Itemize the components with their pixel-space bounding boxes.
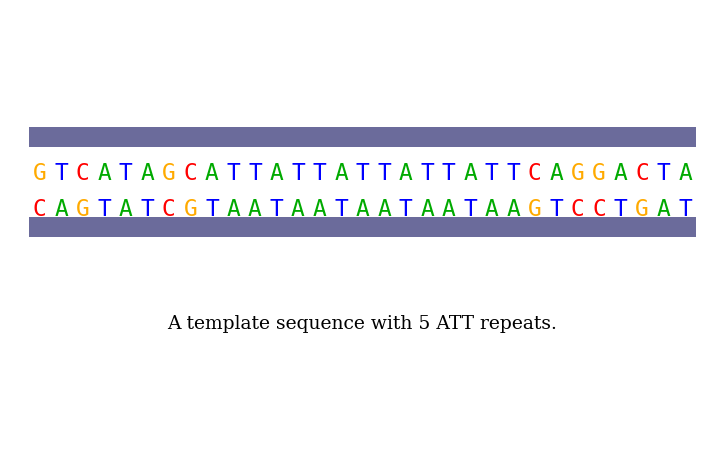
Text: G: G xyxy=(635,198,649,221)
Text: A: A xyxy=(420,198,434,221)
Text: G: G xyxy=(571,162,584,185)
Text: A: A xyxy=(550,162,563,185)
Text: G: G xyxy=(183,198,197,221)
Text: T: T xyxy=(205,198,219,221)
Text: T: T xyxy=(657,162,671,185)
Text: T: T xyxy=(399,198,413,221)
Text: C: C xyxy=(635,162,649,185)
Text: T: T xyxy=(97,198,111,221)
Text: T: T xyxy=(614,198,628,221)
Text: A: A xyxy=(356,198,369,221)
Text: A: A xyxy=(119,198,133,221)
Text: A: A xyxy=(97,162,111,185)
Text: T: T xyxy=(377,162,391,185)
Text: T: T xyxy=(119,162,133,185)
Text: G: G xyxy=(76,198,90,221)
Bar xyxy=(29,127,696,148)
Text: A: A xyxy=(485,198,499,221)
Text: A: A xyxy=(334,162,348,185)
Text: T: T xyxy=(334,198,348,221)
Text: A: A xyxy=(205,162,219,185)
Text: A: A xyxy=(141,162,154,185)
Text: T: T xyxy=(485,162,499,185)
Text: A template sequence with 5 ATT repeats.: A template sequence with 5 ATT repeats. xyxy=(167,315,558,333)
Text: T: T xyxy=(291,162,304,185)
Text: A: A xyxy=(463,162,477,185)
Text: A: A xyxy=(54,198,68,221)
Text: T: T xyxy=(679,198,692,221)
Text: T: T xyxy=(356,162,369,185)
Text: A: A xyxy=(226,198,240,221)
Text: A: A xyxy=(442,198,455,221)
Text: C: C xyxy=(162,198,175,221)
Text: C: C xyxy=(571,198,584,221)
Text: G: G xyxy=(528,198,542,221)
Text: T: T xyxy=(312,162,326,185)
Text: T: T xyxy=(550,198,563,221)
Text: A: A xyxy=(679,162,692,185)
Text: T: T xyxy=(463,198,477,221)
Text: A: A xyxy=(377,198,391,221)
Text: G: G xyxy=(162,162,175,185)
Text: T: T xyxy=(442,162,455,185)
Text: A: A xyxy=(291,198,304,221)
Text: A: A xyxy=(506,198,520,221)
Text: C: C xyxy=(76,162,90,185)
Text: G: G xyxy=(33,162,46,185)
Text: A: A xyxy=(657,198,671,221)
Text: T: T xyxy=(506,162,520,185)
Text: C: C xyxy=(183,162,197,185)
Text: T: T xyxy=(141,198,154,221)
Text: A: A xyxy=(614,162,628,185)
Text: C: C xyxy=(592,198,606,221)
Text: A: A xyxy=(312,198,326,221)
Text: T: T xyxy=(226,162,240,185)
Bar xyxy=(29,217,696,238)
Text: A: A xyxy=(270,162,283,185)
Text: T: T xyxy=(420,162,434,185)
Text: T: T xyxy=(270,198,283,221)
Text: T: T xyxy=(54,162,68,185)
Text: G: G xyxy=(592,162,606,185)
Text: C: C xyxy=(33,198,46,221)
Text: C: C xyxy=(528,162,542,185)
Text: T: T xyxy=(248,162,262,185)
Text: A: A xyxy=(248,198,262,221)
Text: A: A xyxy=(399,162,413,185)
